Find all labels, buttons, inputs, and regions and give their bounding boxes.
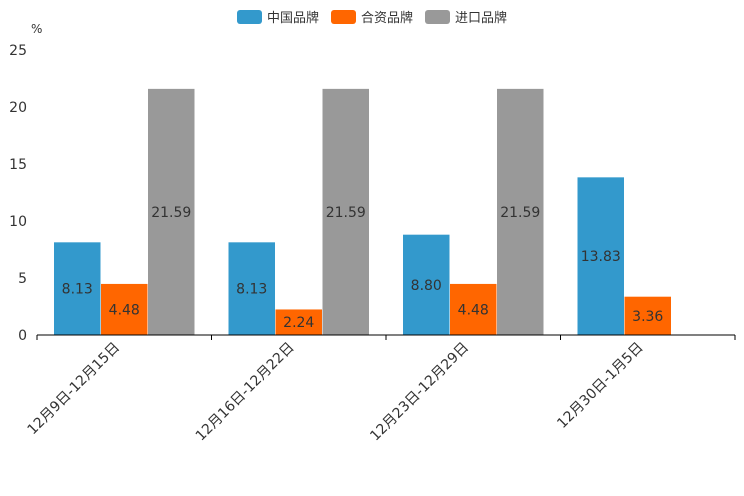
bar [148, 88, 195, 336]
data-label: 2.24 [283, 315, 314, 331]
x-tick-label: 12月23日-12月29日 [367, 340, 472, 445]
legend-item-import-brand[interactable]: 进口品牌 [425, 7, 507, 26]
data-label: 8.13 [236, 282, 267, 298]
y-tick-label: 0 [18, 328, 27, 344]
bar [322, 88, 369, 336]
legend-label-joint-venture-brand: 合资品牌 [360, 11, 413, 26]
bar [624, 296, 671, 335]
bar [450, 283, 497, 335]
data-label: 3.36 [632, 309, 663, 325]
y-axis-unit-label: % [31, 22, 42, 36]
x-tick-label: 12月16日-12月22日 [193, 340, 298, 445]
data-label: 4.48 [109, 302, 140, 318]
bar [228, 242, 275, 335]
data-label: 8.13 [62, 282, 93, 298]
bar [275, 309, 322, 335]
y-tick-label: 20 [9, 100, 27, 116]
y-tick-label: 25 [9, 43, 27, 59]
data-label: 8.80 [411, 278, 442, 294]
bar [497, 88, 544, 336]
bar [54, 242, 101, 335]
legend-label-china-brand: 中国品牌 [266, 11, 319, 26]
x-tick-label: 12月9日-12月15日 [25, 340, 124, 439]
y-tick-label: 10 [9, 214, 27, 230]
bar [403, 234, 450, 335]
x-tick-label: 12月30日-1月5日 [554, 340, 646, 432]
legend-swatch-import-brand [425, 9, 450, 24]
data-label: 21.59 [326, 205, 366, 221]
legend-swatch-joint-venture-brand [330, 9, 356, 24]
data-label: 4.48 [458, 302, 489, 318]
data-label: 21.59 [151, 205, 191, 221]
legend-label-import-brand: 进口品牌 [455, 11, 508, 26]
legend: 中国品牌 合资品牌 进口品牌 [0, 7, 744, 26]
legend-swatch-china-brand [236, 9, 262, 24]
bar [101, 283, 148, 335]
data-label: 13.83 [581, 249, 621, 265]
legend-item-china-brand[interactable]: 中国品牌 [236, 7, 319, 26]
y-tick-label: 5 [18, 271, 27, 287]
data-label: 21.59 [500, 205, 540, 221]
bar [577, 177, 624, 335]
y-tick-label: 15 [9, 157, 27, 173]
legend-item-joint-venture-brand[interactable]: 合资品牌 [330, 7, 413, 26]
